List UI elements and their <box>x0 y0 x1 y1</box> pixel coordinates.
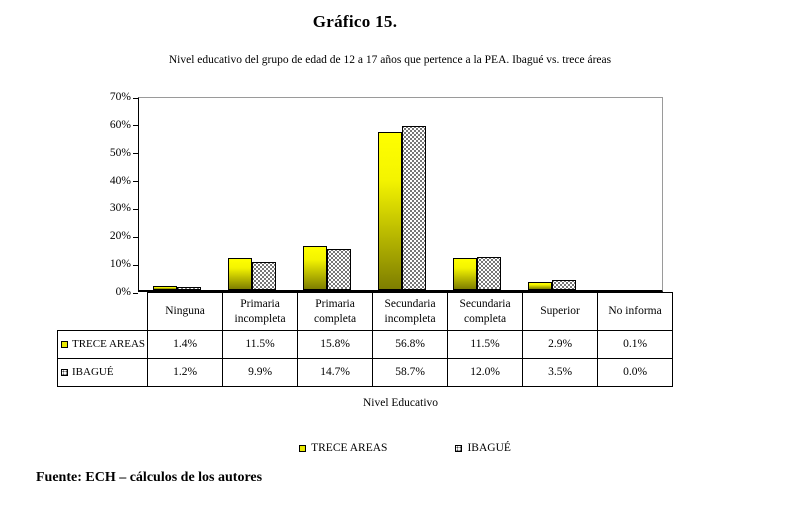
table-value-cell: 2.9% <box>522 330 599 359</box>
table-category-header: Primaria completa <box>297 292 374 331</box>
table-value-cell: 3.5% <box>522 358 599 387</box>
y-axis-tick-label: 10% <box>109 258 131 271</box>
table-value-cell: 9.9% <box>222 358 299 387</box>
table-corner-cell <box>58 293 148 331</box>
bar-trece-areas-0 <box>152 286 177 290</box>
table-row: TRECE AREAS 1.4% 11.5% 15.8% 56.8% 11.5% 2.9% 0… <box>56 330 674 359</box>
y-axis-tick <box>133 125 138 127</box>
series-label-ibague: IBAGUÉ <box>56 358 149 387</box>
bar-trece-areas-4 <box>452 258 477 290</box>
table-category-header: Ninguna <box>147 292 224 331</box>
bar-trece-areas-2 <box>302 246 327 290</box>
bar-trece-areas-3 <box>377 132 402 290</box>
y-axis-tick <box>133 292 138 294</box>
table-category-header: Secundaria completa <box>447 292 524 331</box>
series-label-trece-areas: TRECE AREAS <box>56 330 149 359</box>
legend-item-ibague: IBAGUÉ <box>455 442 511 454</box>
table-category-header: Primaria incompleta <box>222 292 299 331</box>
bar-ibague-0 <box>176 287 201 290</box>
y-axis-tick <box>133 264 138 266</box>
y-axis-tick-label: 60% <box>109 118 131 131</box>
table-value-cell: 1.4% <box>147 330 224 359</box>
bar-ibague-1 <box>251 262 276 290</box>
x-axis-title: Nivel Educativo <box>362 397 439 409</box>
y-axis-tick <box>133 208 138 210</box>
bar-ibague-5 <box>551 280 576 290</box>
table-value-cell: 12.0% <box>447 358 524 387</box>
table-value-cell: 15.8% <box>297 330 374 359</box>
legend-label-trece-areas: TRECE AREAS <box>311 442 388 454</box>
series-key-icon <box>61 368 68 376</box>
table-category-header: Secundaria incompleta <box>372 292 449 331</box>
legend-item-trece-areas: TRECE AREAS <box>299 442 387 454</box>
bar-trece-areas-5 <box>527 282 552 290</box>
table-value-cell: 0.1% <box>597 330 674 359</box>
plot-area: 0% 10% 20% 30% 40% 50% 60% 70% <box>110 91 663 298</box>
y-axis-tick-label: 70% <box>109 91 131 103</box>
y-axis-tick-label: 50% <box>109 146 131 159</box>
legend-key-trece-areas-icon <box>299 444 307 452</box>
table-value-cell: 11.5% <box>447 330 524 359</box>
y-axis-tick <box>133 181 138 183</box>
y-axis-tick <box>133 97 138 99</box>
table-value-cell: 56.8% <box>372 330 449 359</box>
table-value-cell: 14.7% <box>297 358 374 387</box>
table-value-cell: 58.7% <box>372 358 449 387</box>
legend-key-ibague-icon <box>455 444 463 452</box>
table-value-cell: 0.0% <box>597 358 674 387</box>
bar-ibague-3 <box>401 126 426 290</box>
y-axis-tick <box>133 236 138 238</box>
legend-label-ibague: IBAGUÉ <box>467 442 511 454</box>
y-axis-tick-label: 30% <box>109 202 131 215</box>
y-axis-tick-label: 0% <box>115 286 131 298</box>
table-value-cell: 11.5% <box>222 330 299 359</box>
chart-subtitle: Nivel educativo del grupo de edad de 12 … <box>168 54 612 66</box>
chart-legend: TRECE AREAS IBAGUÉ <box>0 442 802 454</box>
series-key-icon <box>61 340 68 348</box>
bar-trece-areas-1 <box>227 258 252 290</box>
data-table: Ninguna Primaria incompleta Primaria compl… <box>56 292 674 387</box>
chart-title: Gráfico 15. <box>312 12 398 31</box>
table-category-header: No informa <box>597 292 674 331</box>
y-axis-tick <box>133 153 138 155</box>
table-value-cell: 1.2% <box>147 358 224 387</box>
table-row: IBAGUÉ 1.2% 9.9% 14.7% 58.7% 12.0% 3.5% 0.0% <box>56 358 674 387</box>
bar-ibague-2 <box>326 249 351 290</box>
table-category-header: Superior <box>522 292 599 331</box>
source-note: Fuente: ECH – cálculos de los autores <box>36 470 263 485</box>
bar-ibague-4 <box>476 257 501 290</box>
y-axis-tick-label: 20% <box>109 230 131 243</box>
y-axis-tick-label: 40% <box>109 174 131 187</box>
